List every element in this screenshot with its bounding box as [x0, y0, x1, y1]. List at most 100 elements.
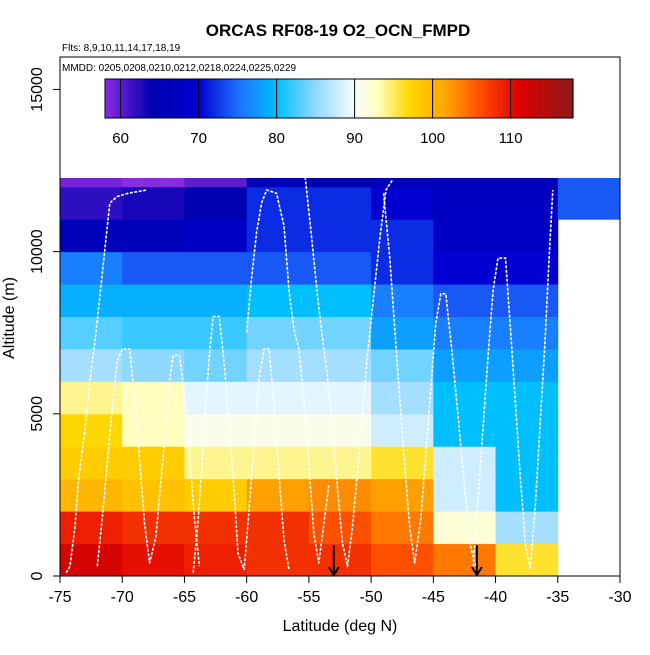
x-tick-label: -75 [48, 589, 71, 606]
colorbar-segment [489, 79, 492, 118]
colorbar-segment [325, 79, 328, 118]
colorbar-segment [237, 79, 241, 118]
colorbar-segment [272, 79, 276, 118]
heatmap-cell [184, 381, 248, 415]
colorbar-segment [557, 79, 560, 118]
colorbar-segment [508, 79, 512, 118]
y-axis: 0 5000 10000 15000 [29, 67, 60, 580]
colorbar-segment [534, 79, 537, 118]
colorbar-segment [434, 79, 438, 118]
colorbar-segment [118, 79, 122, 118]
colorbar-segment [177, 79, 180, 118]
colorbar-segment [220, 79, 223, 118]
heatmap-cell [371, 446, 434, 480]
colorbar-segment [415, 79, 418, 118]
colorbar-segment [467, 79, 471, 118]
colorbar-segment [327, 79, 330, 118]
colorbar-segment [553, 79, 557, 118]
colorbar-segment [352, 79, 356, 118]
colorbar-segment [188, 79, 192, 118]
colorbar-segment [222, 79, 225, 118]
heatmap-cell [184, 316, 248, 350]
colorbar-segment [140, 79, 143, 118]
colorbar-segment [149, 79, 153, 118]
colorbar-segment [368, 79, 371, 118]
colorbar-segment [301, 79, 305, 118]
colorbar-segment [385, 79, 389, 118]
colorbar-segment [116, 79, 120, 118]
colorbar-segment [461, 79, 465, 118]
colorbar-segment [210, 79, 213, 118]
colorbar-segment [335, 79, 338, 118]
colorbar-segment [337, 79, 340, 118]
colorbar-segment [457, 79, 461, 118]
x-axis-label: Latitude (deg N) [283, 618, 398, 635]
colorbar-tick-label: 110 [499, 130, 523, 147]
colorbar-segment [510, 79, 514, 118]
colorbar-segment [212, 79, 215, 118]
colorbar-segment [298, 79, 301, 118]
colorbar-segment [463, 79, 467, 118]
heatmap-cell [246, 251, 310, 285]
colorbar-segment [405, 79, 408, 118]
heatmap-cell [246, 381, 310, 415]
x-tick-label: -30 [608, 589, 631, 606]
colorbar-segment [155, 79, 159, 118]
colorbar-segment [243, 79, 246, 118]
colorbar-segment [397, 79, 401, 118]
heatmap-cell [122, 219, 185, 253]
colorbar-segment [321, 79, 324, 118]
colorbar-segment [192, 79, 196, 118]
colorbar-segment [108, 79, 112, 118]
colorbar-segment [126, 79, 129, 118]
arrow-head [471, 566, 483, 577]
heatmap-cell [495, 446, 559, 480]
colorbar-segment [175, 79, 178, 118]
heatmap-cell [184, 413, 248, 447]
colorbar-segment [502, 79, 506, 118]
colorbar-segment [356, 79, 360, 118]
colorbar-segment [376, 79, 379, 118]
colorbar-segment [428, 79, 432, 118]
colorbar-segment [128, 79, 131, 118]
x-tick-label: -65 [173, 589, 196, 606]
colorbar-tick-label: 100 [420, 130, 445, 147]
colorbar-segment [196, 79, 200, 118]
colorbar-segment [110, 79, 114, 118]
colorbar-segment [471, 79, 475, 118]
heatmap-cell [495, 413, 559, 447]
colorbar-segment [522, 79, 525, 118]
colorbar-segment [214, 79, 217, 118]
colorbar-segment [233, 79, 237, 118]
heatmap-cell [433, 316, 497, 350]
colorbar-segment [450, 79, 453, 118]
colorbar-segment [528, 79, 531, 118]
colorbar-segment [249, 79, 252, 118]
heatmap-cell [308, 348, 372, 382]
colorbar-segment [362, 79, 365, 118]
colorbar-segment [284, 79, 287, 118]
colorbar-segment [163, 79, 167, 118]
colorbar-segment [132, 79, 135, 118]
heatmap-cell [433, 186, 497, 220]
colorbar-segment [227, 79, 231, 118]
colorbar-segment [547, 79, 551, 118]
colorbar-segment [360, 79, 363, 118]
colorbar-segment [190, 79, 194, 118]
colorbar-segment [225, 79, 229, 118]
heatmap-cell [184, 219, 248, 253]
colorbar-segment [479, 79, 482, 118]
colorbar-segment [319, 79, 323, 118]
colorbar-segment [300, 79, 303, 118]
colorbar-segment [235, 79, 239, 118]
colorbar-segment [370, 79, 373, 118]
colorbar-segment [530, 79, 533, 118]
colorbar-segment [422, 79, 426, 118]
heatmap-cells [60, 154, 621, 577]
colorbar-segment [344, 79, 348, 118]
flight-track [96, 348, 201, 567]
colorbar-segment [208, 79, 211, 118]
colorbar-segment [374, 79, 377, 118]
colorbar-segment [184, 79, 188, 118]
colorbar-segment [424, 79, 428, 118]
